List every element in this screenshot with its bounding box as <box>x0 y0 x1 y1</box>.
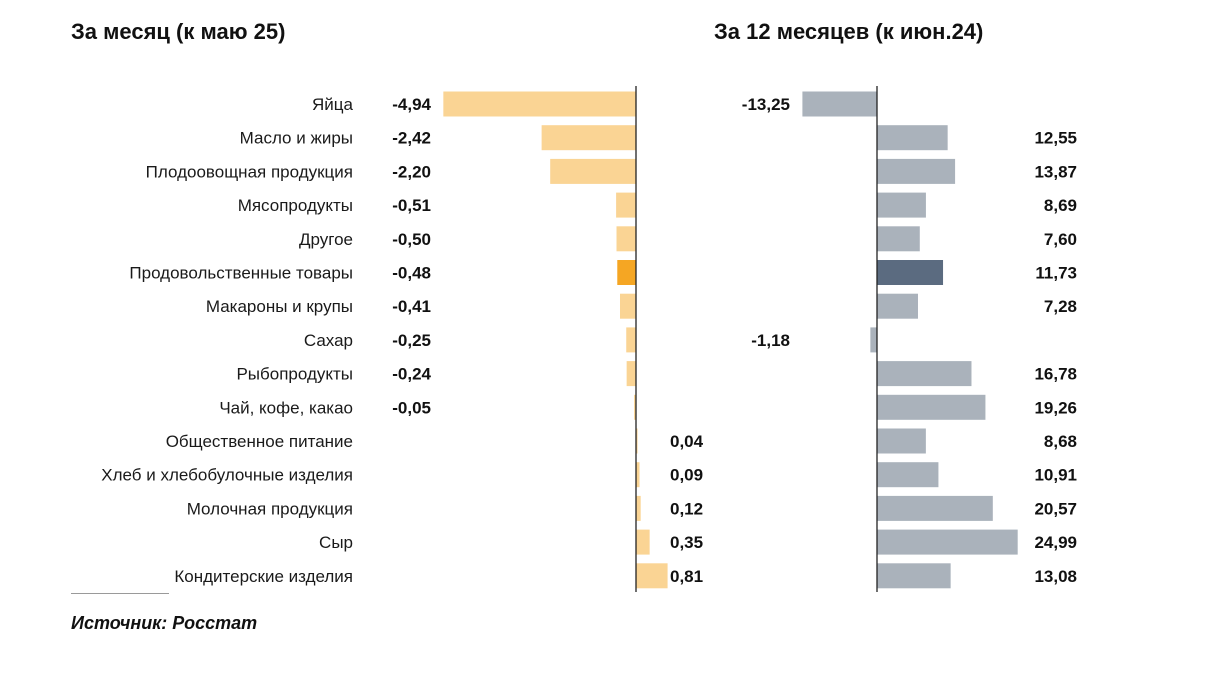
yearly-chart-title: За 12 месяцев (к июн.24) <box>714 19 984 44</box>
yearly-value-label: 8,69 <box>1044 196 1077 215</box>
monthly-value-label: -0,50 <box>392 230 431 249</box>
category-label: Плодоовощная продукция <box>146 162 353 181</box>
monthly-bar <box>626 327 636 353</box>
monthly-value-label: -4,94 <box>392 95 431 114</box>
yearly-bar <box>877 495 993 521</box>
yearly-bar <box>877 226 920 252</box>
yearly-bar <box>877 394 986 420</box>
monthly-value-label: -0,24 <box>392 365 431 384</box>
category-label: Рыбопродукты <box>236 365 353 384</box>
yearly-bar <box>877 192 926 218</box>
monthly-bar <box>616 192 636 218</box>
yearly-bar <box>877 529 1018 555</box>
source-divider <box>71 593 169 594</box>
monthly-value-label: -0,51 <box>392 196 431 215</box>
category-label: Другое <box>299 230 353 249</box>
monthly-bar <box>620 293 636 319</box>
yearly-value-label: 13,87 <box>1034 162 1077 181</box>
category-label: Молочная продукция <box>187 499 353 518</box>
yearly-bar <box>877 125 948 151</box>
yearly-bar <box>870 327 877 353</box>
yearly-bar <box>877 563 951 589</box>
yearly-value-label: 13,08 <box>1034 567 1077 586</box>
category-label: Хлеб и хлебобулочные изделия <box>101 466 353 485</box>
monthly-bar <box>550 158 636 184</box>
monthly-value-label: 0,81 <box>670 567 703 586</box>
monthly-bar <box>541 125 636 151</box>
monthly-bar <box>636 529 650 555</box>
yearly-bar <box>877 158 956 184</box>
yearly-bar <box>877 462 939 488</box>
monthly-bar <box>616 226 636 252</box>
monthly-chart-title: За месяц (к маю 25) <box>71 19 286 44</box>
category-label: Продовольственные товары <box>129 264 353 283</box>
yearly-value-label: 24,99 <box>1034 533 1077 552</box>
category-label: Сахар <box>304 331 353 350</box>
monthly-bar <box>636 495 641 521</box>
category-label: Яйца <box>312 95 354 114</box>
yearly-value-label: 11,73 <box>1035 264 1077 283</box>
yearly-value-label: 19,26 <box>1034 398 1077 417</box>
yearly-value-label: 7,28 <box>1044 297 1077 316</box>
source-note: Источник: Росстат <box>71 613 258 633</box>
yearly-value-label: 16,78 <box>1034 365 1077 384</box>
category-label: Макароны и крупы <box>206 297 353 316</box>
monthly-value-label: -0,48 <box>392 264 431 283</box>
yearly-bar <box>877 428 926 454</box>
monthly-bar <box>636 563 668 589</box>
category-label: Масло и жиры <box>240 129 353 148</box>
monthly-bar <box>617 260 636 285</box>
yearly-value-label: 10,91 <box>1034 466 1077 485</box>
monthly-value-label: -0,41 <box>392 297 431 316</box>
monthly-bar <box>636 428 638 454</box>
monthly-value-label: -0,05 <box>392 398 431 417</box>
monthly-value-label: -2,20 <box>392 162 431 181</box>
yearly-bar <box>877 361 972 387</box>
monthly-bar <box>634 394 636 420</box>
category-label: Чай, кофе, какао <box>219 398 353 417</box>
monthly-value-label: -0,25 <box>392 331 431 350</box>
yearly-value-label: 7,60 <box>1044 230 1077 249</box>
yearly-bar <box>877 260 944 285</box>
category-label: Сыр <box>319 533 353 552</box>
monthly-bar <box>443 91 636 117</box>
category-label: Общественное питание <box>166 432 353 451</box>
monthly-value-label: 0,35 <box>670 533 703 552</box>
monthly-value-label: 0,09 <box>670 466 703 485</box>
yearly-value-label: -1,18 <box>751 331 790 350</box>
yearly-bar <box>802 91 877 117</box>
yearly-value-label: -13,25 <box>742 95 790 114</box>
category-label: Мясопродукты <box>238 196 353 215</box>
yearly-value-label: 12,55 <box>1034 129 1077 148</box>
yearly-value-label: 8,68 <box>1044 432 1077 451</box>
yearly-bar <box>877 293 918 319</box>
category-label: Кондитерские изделия <box>174 567 353 586</box>
yearly-value-label: 20,57 <box>1034 499 1077 518</box>
monthly-bar <box>626 361 636 387</box>
monthly-value-label: 0,04 <box>670 432 704 451</box>
monthly-value-label: 0,12 <box>670 499 703 518</box>
monthly-value-label: -2,42 <box>392 129 431 148</box>
monthly-bar <box>636 462 640 488</box>
